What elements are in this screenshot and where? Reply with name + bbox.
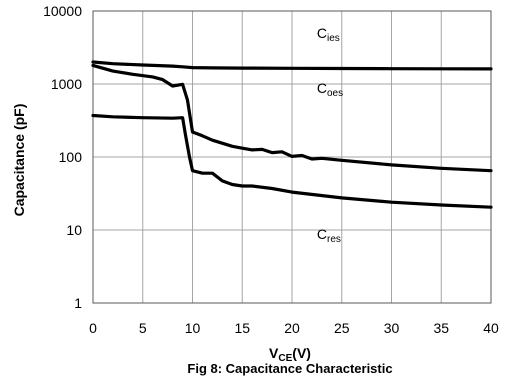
y-tick-labels: 1 10 100 1000 10000 <box>43 3 82 311</box>
x-axis-label: VCE(V) <box>269 345 311 364</box>
y-axis-label: Capacitance (pF) <box>11 104 27 217</box>
series-annotation-res: Cres <box>317 226 341 245</box>
series-annotation-oes: Coes <box>317 80 343 99</box>
x-tick-label: 15 <box>234 320 250 336</box>
x-tick-label: 10 <box>185 320 201 336</box>
x-axis-label-subscript: CE <box>278 353 292 364</box>
x-tick-label: 40 <box>483 320 499 336</box>
x-tick-label: 0 <box>89 320 97 336</box>
y-tick-label: 10 <box>66 222 82 238</box>
plot-border <box>92 10 492 304</box>
series-annotation-ies: Cies <box>317 25 340 44</box>
series-layer <box>91 60 493 209</box>
y-tick-label: 1000 <box>51 76 82 92</box>
x-tick-label: 25 <box>334 320 350 336</box>
x-axis-label-unit: (V) <box>292 345 311 361</box>
x-tick-label: 35 <box>433 320 449 336</box>
x-axis-label-main: V <box>269 345 279 361</box>
y-tick-label: 1 <box>74 295 82 311</box>
series-annotations: Cies Coes Cres <box>317 25 343 245</box>
x-tick-label: 5 <box>139 320 147 336</box>
x-tick-label: 20 <box>284 320 300 336</box>
y-tick-label: 100 <box>59 149 83 165</box>
series-line-cres <box>91 113 493 209</box>
plot-frame <box>92 10 492 304</box>
x-tick-labels: 0 5 10 15 20 25 30 35 40 <box>89 320 499 336</box>
y-tick-label: 10000 <box>43 3 82 19</box>
figure-caption: Fig 8: Capacitance Characteristic <box>187 361 392 376</box>
x-tick-label: 30 <box>384 320 400 336</box>
series-line-cies <box>91 60 493 71</box>
series-line-coes <box>91 63 493 173</box>
